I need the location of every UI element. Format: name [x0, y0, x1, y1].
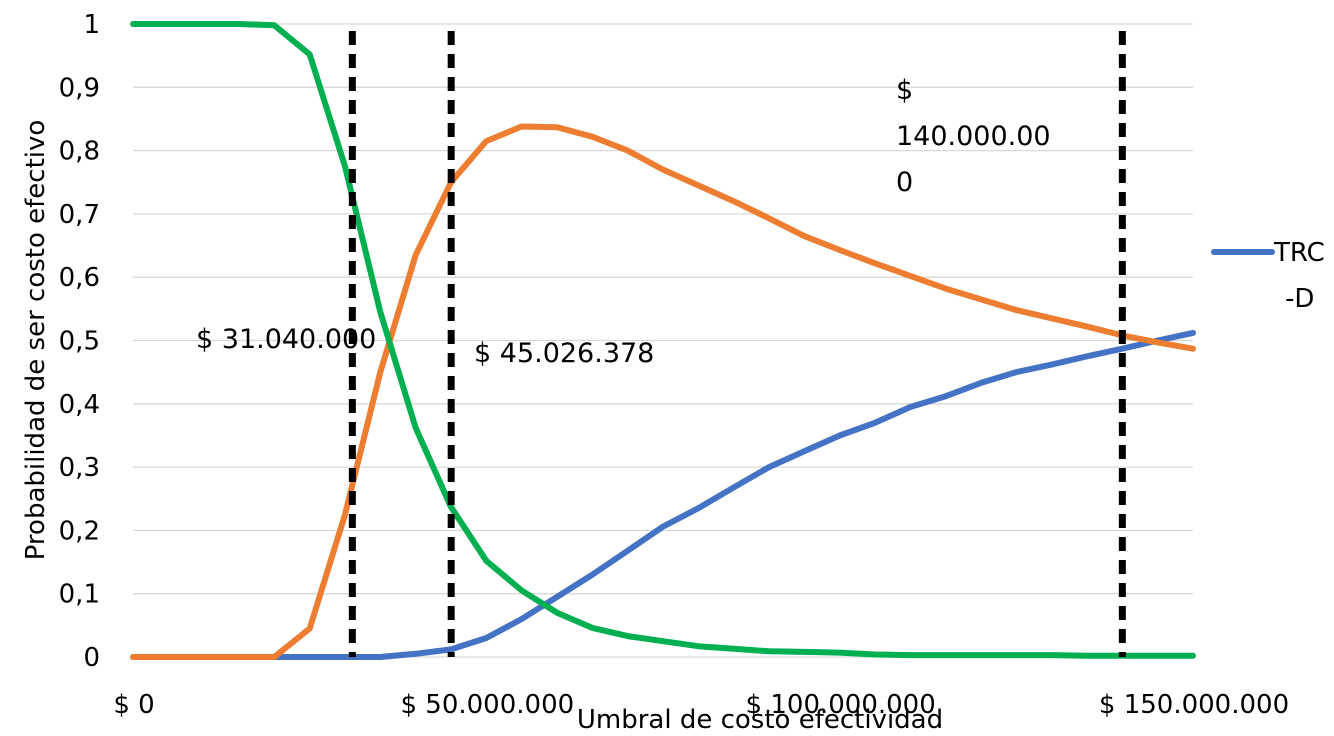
x-tick-label: $ 0 — [113, 690, 154, 720]
y-axis-title: Probabilidad de ser costo efectivo — [21, 120, 51, 561]
y-tick-label: 0,5 — [59, 327, 100, 357]
y-tick-label: 1 — [83, 10, 100, 40]
series-line-3 — [130, 21, 1196, 659]
series-line-2 — [130, 123, 1196, 660]
y-tick-label: 0,8 — [59, 137, 100, 167]
y-tick-label: 0,1 — [59, 580, 100, 610]
series-line-1 — [130, 329, 1196, 660]
y-tick-label: 0 — [83, 643, 100, 673]
annotation-label: 140.000.00 — [896, 121, 1051, 152]
legend-label: TRC — [1273, 238, 1325, 268]
x-tick-label: $ 50.000.000 — [400, 690, 574, 720]
x-tick-label: $ 150.000.000 — [1099, 690, 1289, 720]
gridlines — [133, 23, 1193, 658]
x-axis-title: Umbral de costo efectividad — [577, 705, 943, 735]
annotation-label: $ 31.040.000 — [196, 324, 376, 355]
y-tick-label: 0,2 — [59, 516, 100, 546]
reference-lines — [348, 31, 1126, 657]
legend-label: -D — [1285, 284, 1314, 314]
annotation-label: $ — [896, 75, 913, 106]
legend: TRC -D — [1211, 238, 1325, 314]
x-tick-label: $ 100.000.000 — [746, 690, 936, 720]
y-tick-label: 0,3 — [59, 453, 100, 483]
annotation-label: 0 — [896, 167, 913, 198]
x-axis-ticks: $ 0 $ 50.000.000 $ 100.000.000 $ 150.000.00… — [113, 690, 1289, 720]
y-tick-label: 0,4 — [59, 390, 100, 420]
y-axis-ticks: 0 0,1 0,2 0,3 0,4 0,5 0,6 0,7 0,8 0,9 1 — [59, 10, 100, 673]
series-group — [130, 21, 1196, 660]
annotation-label: $ 45.026.378 — [474, 338, 654, 369]
y-tick-label: 0,6 — [59, 263, 100, 293]
annotations: $ 31.040.000 $ 45.026.378 $140.000.00 0 — [196, 75, 1051, 369]
y-tick-label: 0,7 — [59, 200, 100, 230]
y-tick-label: 0,9 — [59, 73, 100, 103]
